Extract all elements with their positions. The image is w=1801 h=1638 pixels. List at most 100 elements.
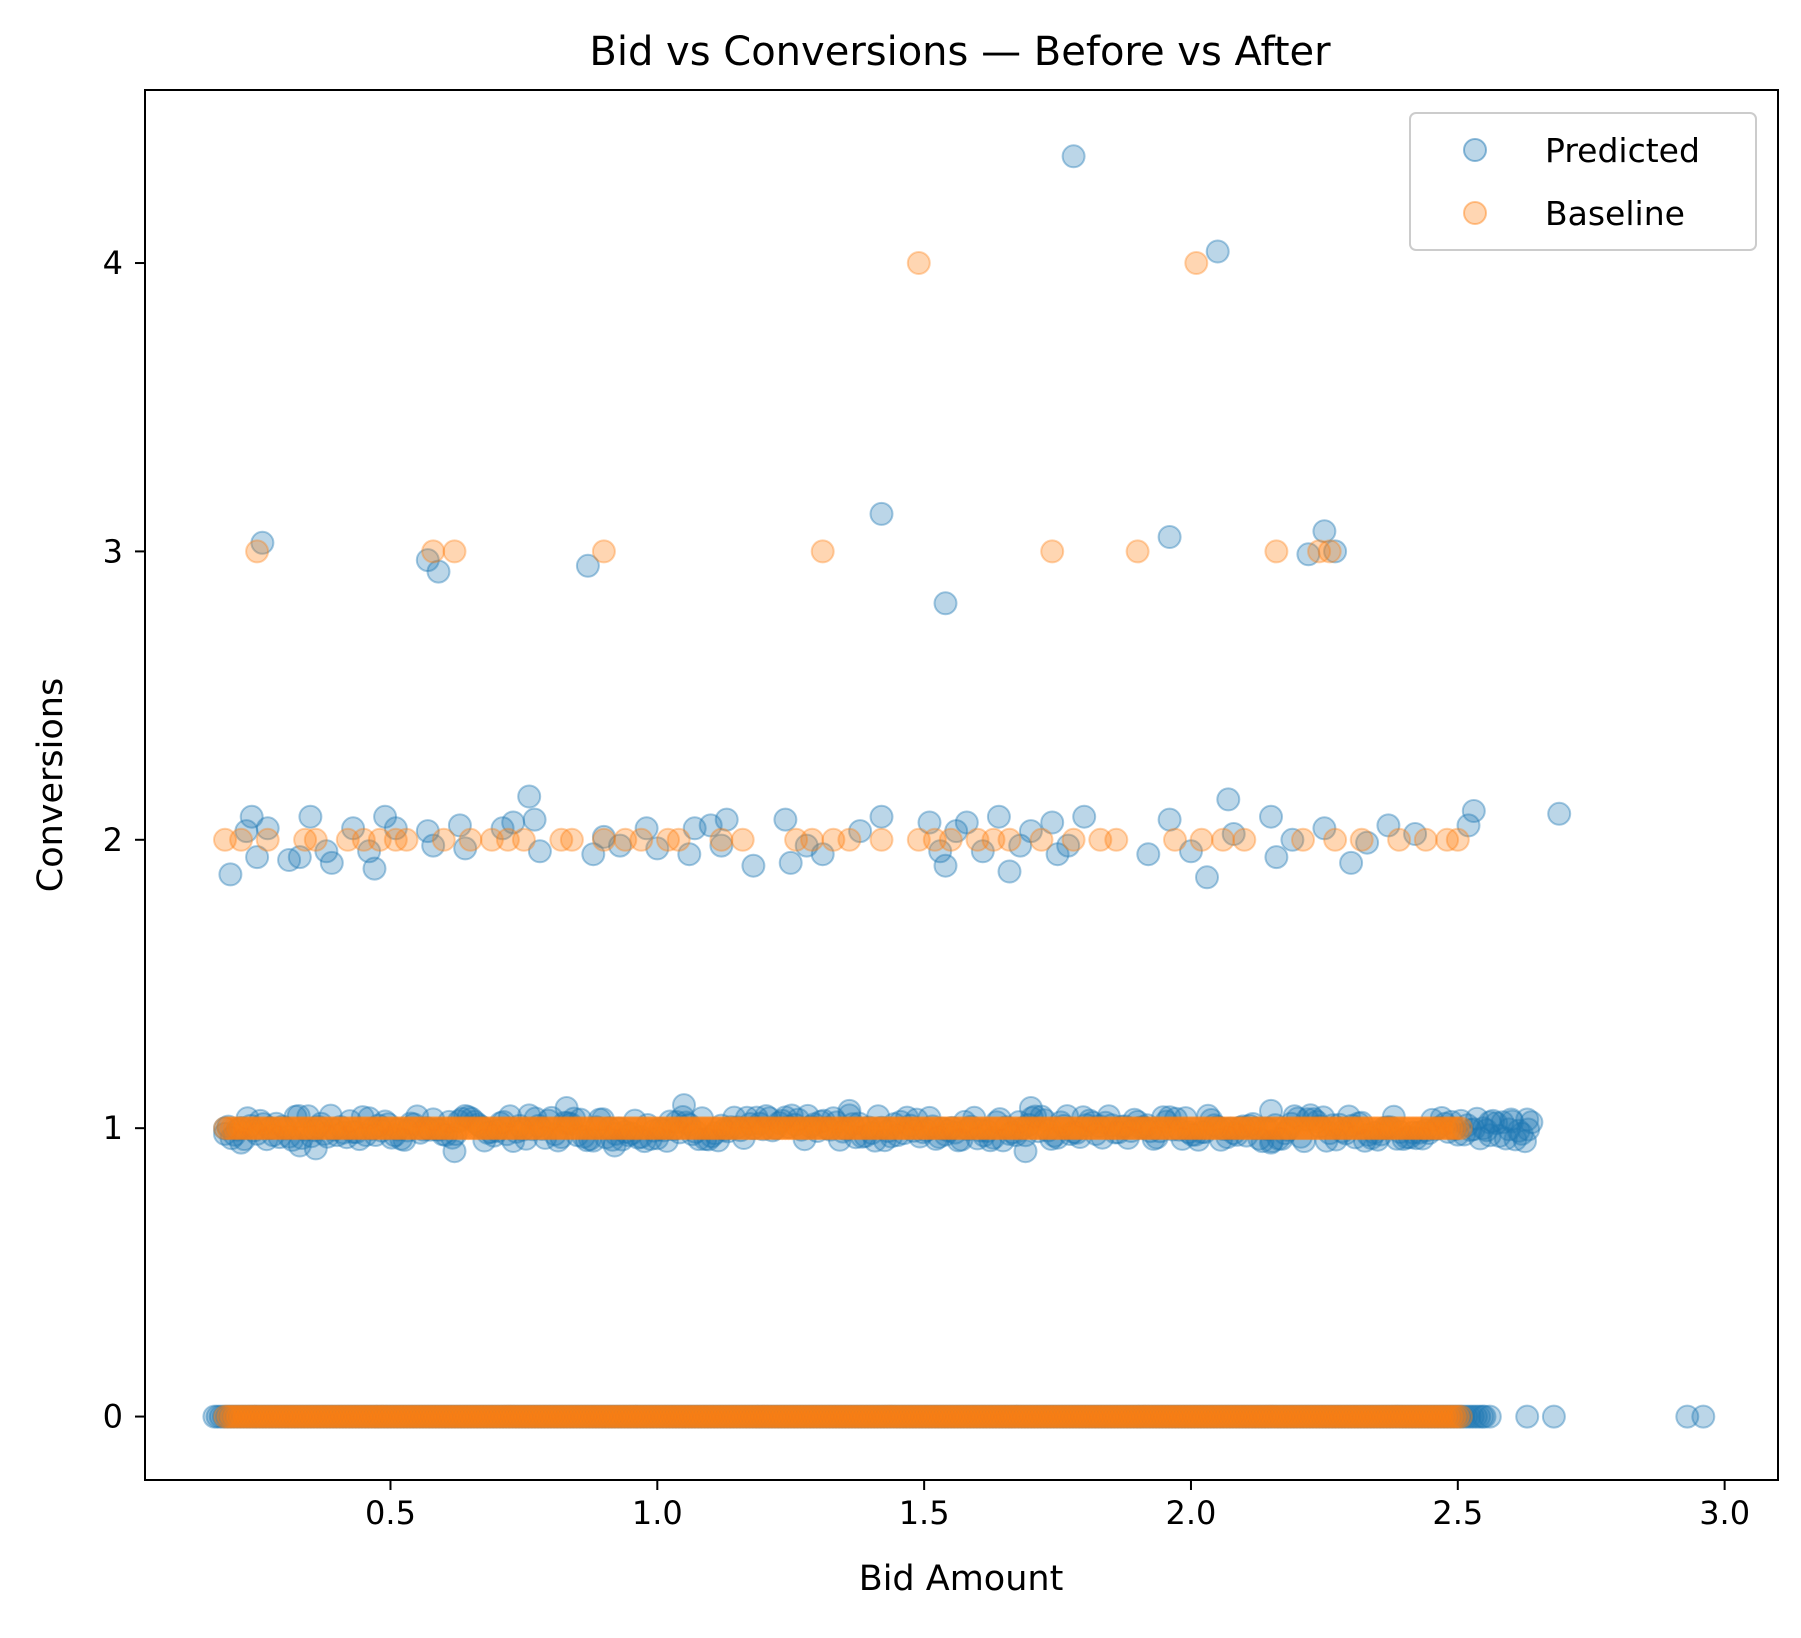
predicted-point <box>437 1109 462 1134</box>
predicted-point <box>1260 1129 1285 1154</box>
baseline-point <box>1164 1116 1188 1141</box>
predicted-point <box>336 1404 361 1429</box>
baseline-point <box>458 827 483 852</box>
baseline-point <box>747 1116 772 1141</box>
baseline-point <box>603 1404 628 1429</box>
predicted-point <box>536 1108 561 1133</box>
baseline-point <box>606 1404 631 1429</box>
baseline-point <box>238 1404 263 1429</box>
predicted-point <box>302 1118 327 1143</box>
predicted-point <box>267 1125 292 1150</box>
x-tick-label: 3.0 <box>1699 1494 1750 1532</box>
predicted-point <box>724 1404 749 1429</box>
predicted-point <box>400 1404 425 1429</box>
baseline-point <box>991 1404 1016 1429</box>
predicted-point <box>1180 1122 1204 1147</box>
predicted-point <box>319 850 344 875</box>
baseline-point <box>331 1116 356 1141</box>
predicted-point <box>875 1119 900 1144</box>
baseline-point <box>1170 1116 1195 1141</box>
predicted-point <box>1691 1404 1716 1429</box>
baseline-point <box>507 1116 532 1141</box>
baseline-point <box>923 1404 948 1429</box>
predicted-point <box>533 1125 558 1150</box>
baseline-point <box>446 1404 471 1429</box>
baseline-point <box>1401 1116 1425 1141</box>
baseline-point <box>1232 827 1257 852</box>
predicted-point <box>775 1404 800 1429</box>
predicted-point <box>1244 1116 1269 1141</box>
baseline-point <box>802 1116 827 1141</box>
baseline-point <box>350 1116 375 1141</box>
predicted-point <box>1259 1130 1283 1155</box>
predicted-point <box>305 1114 330 1139</box>
baseline-point <box>651 1404 676 1429</box>
baseline-point <box>843 1116 868 1141</box>
baseline-point <box>1128 1404 1153 1429</box>
baseline-point <box>558 1404 583 1429</box>
baseline-point <box>837 1116 862 1141</box>
predicted-point <box>517 1103 542 1128</box>
baseline-point <box>1199 1404 1224 1429</box>
predicted-point <box>341 1120 366 1144</box>
baseline-point <box>1186 1404 1211 1429</box>
baseline-point <box>667 1404 692 1429</box>
predicted-point <box>506 1404 531 1429</box>
predicted-point <box>1397 1125 1422 1150</box>
predicted-point <box>280 1127 305 1152</box>
baseline-point <box>418 1116 442 1141</box>
predicted-point <box>264 1111 289 1136</box>
predicted-point <box>522 807 547 832</box>
baseline-point <box>510 1404 535 1429</box>
chart-title: Bid vs Conversions — Before vs After <box>589 29 1331 75</box>
predicted-point <box>1095 1404 1120 1429</box>
baseline-point <box>597 1116 622 1141</box>
predicted-point <box>1493 1126 1518 1151</box>
predicted-point <box>1426 1115 1451 1140</box>
predicted-point <box>1217 1404 1242 1429</box>
baseline-point <box>293 827 318 852</box>
predicted-point <box>1092 1404 1117 1429</box>
predicted-point <box>850 1124 875 1149</box>
predicted-point <box>754 1104 779 1129</box>
baseline-point <box>1087 1116 1112 1141</box>
baseline-point <box>1132 1116 1156 1141</box>
baseline-point <box>952 1116 977 1141</box>
predicted-point <box>287 845 312 870</box>
baseline-point <box>1372 1404 1397 1429</box>
baseline-point <box>606 1116 631 1141</box>
predicted-point <box>1259 1404 1283 1429</box>
predicted-point <box>1312 816 1337 841</box>
predicted-point <box>1311 1105 1336 1130</box>
baseline-point <box>1234 1404 1259 1429</box>
predicted-point <box>382 1123 407 1148</box>
predicted-point <box>589 1404 614 1429</box>
baseline-point <box>1404 1116 1429 1141</box>
baseline-point <box>337 1116 362 1141</box>
baseline-point <box>1369 1404 1393 1429</box>
predicted-point <box>818 1117 843 1142</box>
predicted-point <box>568 1107 593 1132</box>
baseline-point <box>818 1404 843 1429</box>
baseline-point <box>1045 1116 1070 1141</box>
predicted-point <box>1399 1404 1424 1429</box>
baseline-point <box>959 1116 984 1141</box>
predicted-point <box>1010 1116 1035 1141</box>
predicted-point <box>858 1404 883 1429</box>
predicted-point <box>1438 1404 1463 1429</box>
predicted-point <box>647 1404 672 1429</box>
baseline-point <box>1410 1404 1435 1429</box>
predicted-point <box>453 1104 478 1128</box>
baseline-point <box>360 1404 385 1429</box>
baseline-point <box>654 1404 679 1429</box>
baseline-point <box>1144 1116 1169 1141</box>
predicted-point <box>517 784 542 809</box>
predicted-point <box>626 1125 651 1150</box>
predicted-point <box>1439 1109 1464 1134</box>
baseline-point <box>1311 1404 1336 1429</box>
baseline-point <box>882 1116 907 1141</box>
baseline-point <box>1160 1404 1185 1429</box>
baseline-point <box>440 1404 465 1429</box>
baseline-point <box>1391 1116 1416 1141</box>
baseline-point <box>1045 1404 1070 1429</box>
